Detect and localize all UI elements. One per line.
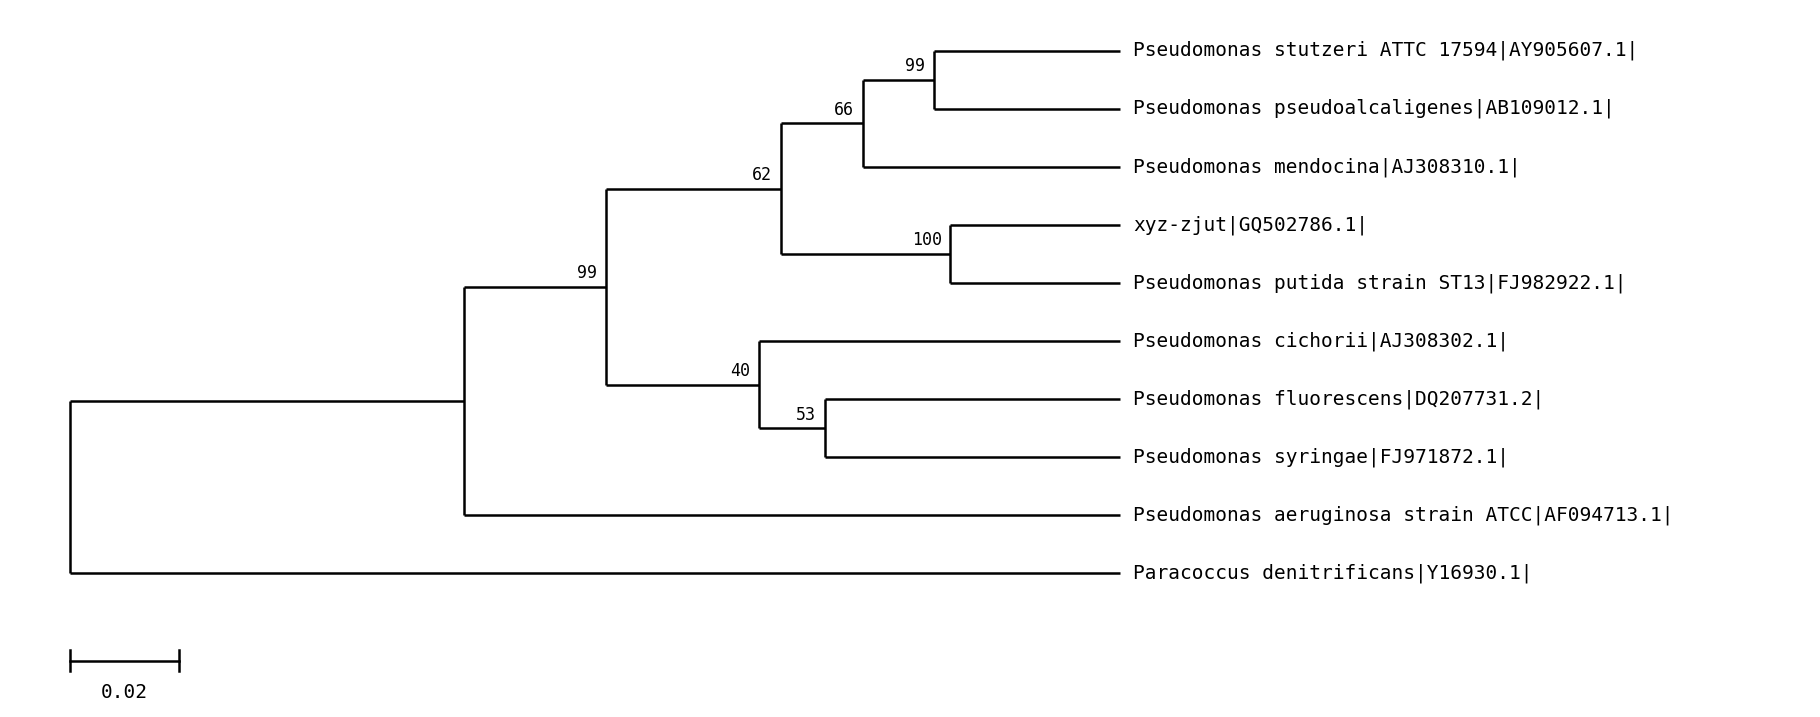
Text: Pseudomonas mendocina|AJ308310.1|: Pseudomonas mendocina|AJ308310.1| <box>1134 157 1522 176</box>
Text: Pseudomonas stutzeri ATTC 17594|AY905607.1|: Pseudomonas stutzeri ATTC 17594|AY905607… <box>1134 41 1638 60</box>
Text: 100: 100 <box>912 232 941 250</box>
Text: Pseudomonas syringae|FJ971872.1|: Pseudomonas syringae|FJ971872.1| <box>1134 447 1509 467</box>
Text: Pseudomonas fluorescens|DQ207731.2|: Pseudomonas fluorescens|DQ207731.2| <box>1134 389 1545 409</box>
Text: Pseudomonas putida strain ST13|FJ982922.1|: Pseudomonas putida strain ST13|FJ982922.… <box>1134 273 1627 293</box>
Text: 99: 99 <box>577 264 597 282</box>
Text: xyz-zjut|GQ502786.1|: xyz-zjut|GQ502786.1| <box>1134 215 1369 234</box>
Text: Pseudomonas cichorii|AJ308302.1|: Pseudomonas cichorii|AJ308302.1| <box>1134 331 1509 351</box>
Text: Pseudomonas pseudoalcaligenes|AB109012.1|: Pseudomonas pseudoalcaligenes|AB109012.1… <box>1134 99 1614 118</box>
Text: 53: 53 <box>795 406 815 424</box>
Text: Paracoccus denitrificans|Y16930.1|: Paracoccus denitrificans|Y16930.1| <box>1134 564 1532 583</box>
Text: Pseudomonas aeruginosa strain ATCC|AF094713.1|: Pseudomonas aeruginosa strain ATCC|AF094… <box>1134 505 1674 525</box>
Text: 62: 62 <box>752 166 772 184</box>
Text: 0.02: 0.02 <box>100 683 147 702</box>
Text: 40: 40 <box>730 362 750 380</box>
Text: 99: 99 <box>905 57 925 75</box>
Text: 66: 66 <box>834 100 854 118</box>
